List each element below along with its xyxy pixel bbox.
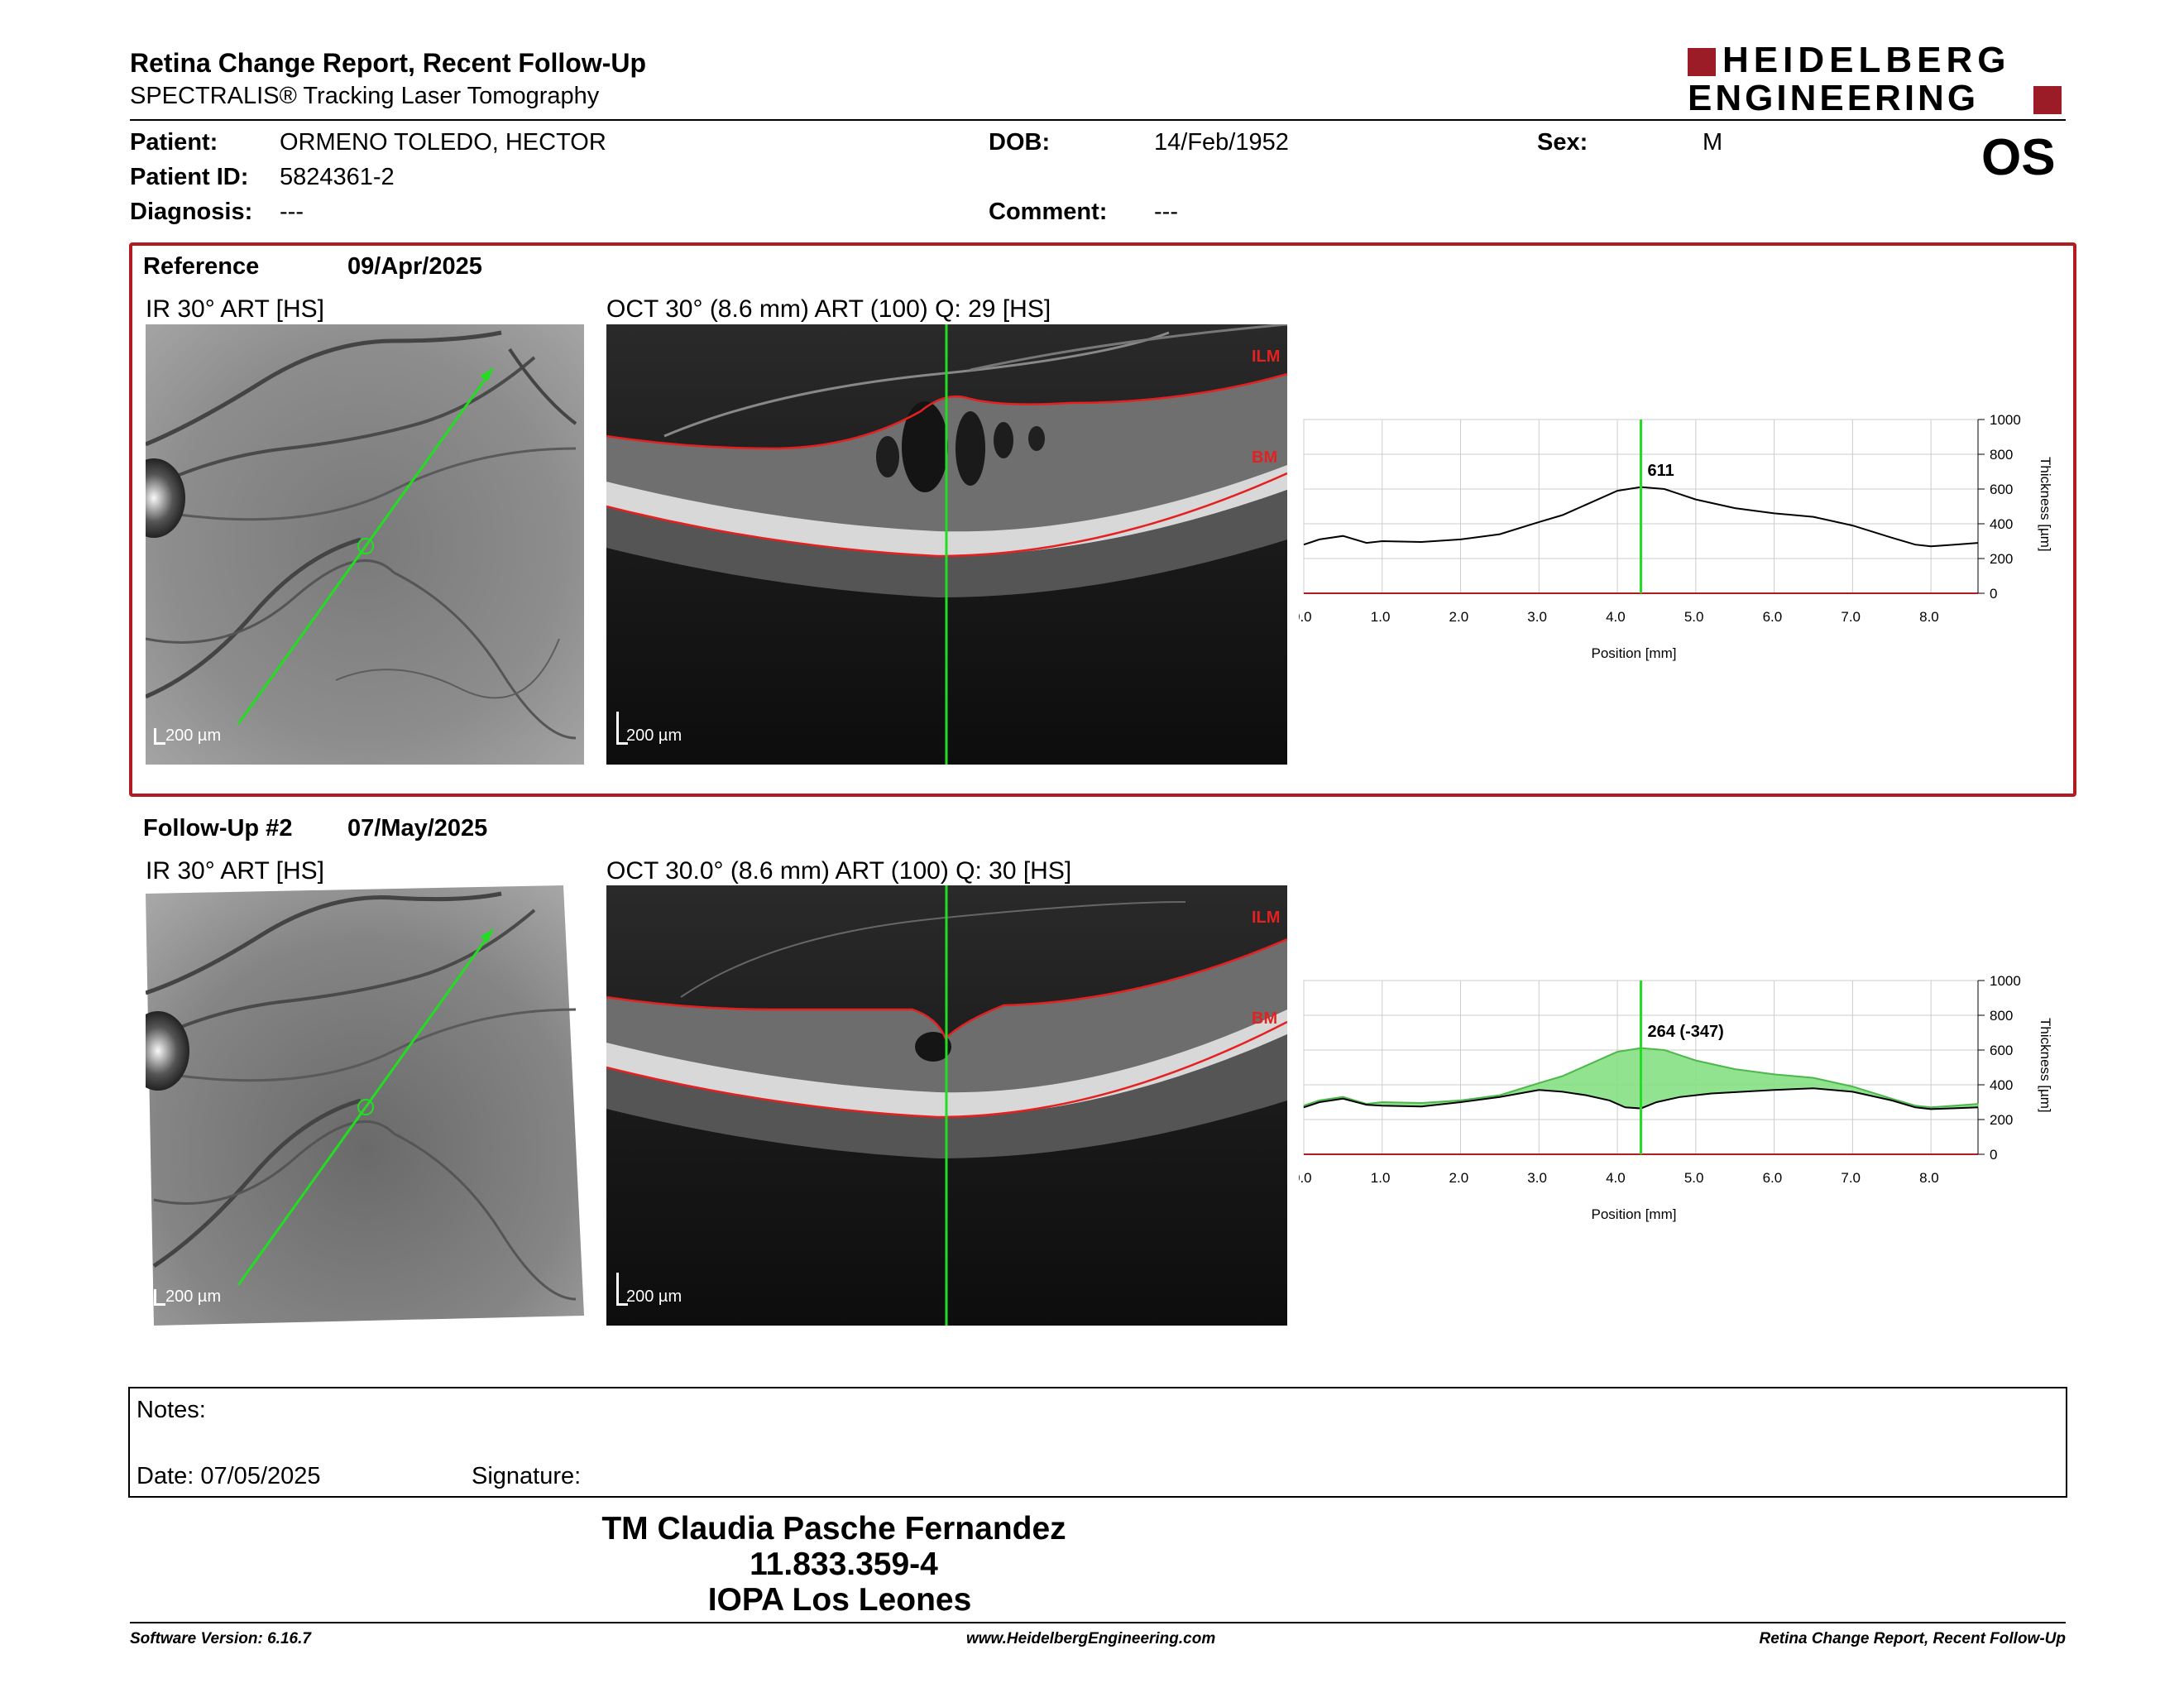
followup-thickness-chart: 0.0 1.0 2.0 3.0 4.0 5.0 6.0 7.0 8.0 0 200 400 600 800… (1299, 973, 2053, 1222)
followup-date: 07/May/2025 (347, 815, 488, 842)
followup-bm-label: BM (1252, 1009, 1278, 1028)
reference-ir-caption: IR 30° ART [HS] (146, 295, 324, 323)
x-tick-label: 2.0 (1449, 1170, 1469, 1186)
eye-label: OS (1981, 129, 2056, 186)
sex-label: Sex: (1537, 129, 1588, 156)
followup-ir-image: 200 µm (146, 885, 584, 1326)
reference-panel (129, 242, 2076, 797)
x-tick-label: 7.0 (1841, 1170, 1861, 1186)
logo-square-bottom (2033, 86, 2062, 114)
reference-ir-scale: 200 µm (165, 727, 222, 745)
y-tick-label: 1000 (1990, 412, 2021, 428)
patient-id-label: Patient ID: (130, 164, 249, 190)
y-tick-label: 600 (1990, 482, 2013, 497)
y-tick-label: 0 (1990, 586, 1997, 602)
logo-square-top (1688, 48, 1716, 76)
diagnosis-value: --- (280, 199, 304, 225)
dob-value: 14/Feb/1952 (1154, 129, 1289, 156)
x-tick-label: 8.0 (1919, 1170, 1939, 1186)
followup-ir-scale: 200 µm (165, 1288, 222, 1306)
y-tick-label: 800 (1990, 447, 2013, 463)
y-tick-label: 400 (1990, 1077, 2013, 1093)
footer-report: Retina Change Report, Recent Follow-Up (1759, 1630, 2066, 1647)
marker-value-label: 611 (1648, 462, 1674, 480)
sex-value: M (1703, 129, 1723, 156)
x-tick-label: 0.0 (1299, 1170, 1312, 1186)
notes-label: Notes: (136, 1397, 206, 1423)
y-tick-label: 600 (1990, 1043, 2013, 1058)
followup-label: Follow-Up #2 (143, 815, 293, 842)
x-tick-label: 4.0 (1606, 609, 1626, 625)
reference-ilm-label: ILM (1252, 348, 1281, 366)
x-tick-label: 3.0 (1527, 609, 1547, 625)
signature-clinic: IOPA Los Leones (707, 1582, 972, 1618)
marker-value-label: 264 (-347) (1648, 1023, 1724, 1041)
signature-name: TM Claudia Pasche Fernandez (601, 1511, 1066, 1547)
signature-rut: 11.833.359-4 (750, 1547, 938, 1582)
y-tick-label: 0 (1990, 1147, 1997, 1163)
dob-label: DOB: (989, 129, 1051, 156)
thickness-line (1303, 1047, 1979, 1109)
followup-oct-scale: 200 µm (626, 1288, 682, 1306)
y-tick-label: 200 (1990, 551, 2013, 567)
x-tick-label: 5.0 (1684, 1170, 1704, 1186)
x-tick-label: 6.0 (1763, 609, 1783, 625)
x-tick-label: 1.0 (1371, 609, 1391, 625)
y-axis-label: Thickness [µm] (2038, 1018, 2053, 1113)
x-tick-label: 1.0 (1371, 1170, 1391, 1186)
reference-ir-image: 200 µm (146, 324, 584, 765)
thickness-line (1303, 1087, 1979, 1110)
reference-oct-image: ILM BM 200 µm (606, 324, 1287, 765)
x-tick-label: 4.0 (1606, 1170, 1626, 1186)
comment-value: --- (1154, 199, 1178, 225)
y-tick-label: 400 (1990, 516, 2013, 532)
heidelberg-logo: HEIDELBERG ENGINEERING (1688, 42, 2068, 120)
followup-ir-caption: IR 30° ART [HS] (146, 857, 324, 885)
patient-id: 5824361-2 (280, 164, 395, 190)
patient-name: ORMENO TOLEDO, HECTOR (280, 129, 606, 156)
x-tick-label: 7.0 (1841, 609, 1861, 625)
reference-date: 09/Apr/2025 (347, 253, 482, 280)
reference-label: Reference (143, 253, 260, 280)
followup-ilm-label: ILM (1252, 909, 1281, 927)
y-tick-label: 1000 (1990, 973, 2021, 989)
followup-oct-image: ILM BM 200 µm (606, 885, 1287, 1326)
x-tick-label: 3.0 (1527, 1170, 1547, 1186)
x-tick-label: 6.0 (1763, 1170, 1783, 1186)
x-tick-label: 8.0 (1919, 609, 1939, 625)
thickness-line (1303, 486, 1979, 548)
notes-date: Date: 07/05/2025 (136, 1463, 321, 1489)
signature-label: Signature: (472, 1463, 582, 1489)
reference-oct-caption: OCT 30° (8.6 mm) ART (100) Q: 29 [HS] (606, 295, 1051, 323)
patient-label: Patient: (130, 129, 218, 156)
x-tick-label: 5.0 (1684, 609, 1704, 625)
footer-website[interactable]: www.HeidelbergEngineering.com (966, 1630, 1216, 1647)
y-axis-label: Thickness [µm] (2038, 457, 2053, 552)
x-axis-label: Position [mm] (1592, 1206, 1677, 1222)
comment-label: Comment: (989, 199, 1108, 225)
y-tick-label: 800 (1990, 1008, 2013, 1024)
logo-line2: ENGINEERING (1688, 78, 1980, 118)
report-subtitle: SPECTRALIS® Tracking Laser Tomography (130, 83, 600, 109)
report-title: Retina Change Report, Recent Follow-Up (130, 48, 647, 78)
y-tick-label: 200 (1990, 1112, 2013, 1128)
x-tick-label: 0.0 (1299, 609, 1312, 625)
footer-version: Software Version: 6.16.7 (130, 1630, 311, 1647)
logo-line1: HEIDELBERG (1722, 40, 2011, 80)
notes-box: Notes: Date: 07/05/2025 Signature: (128, 1387, 2067, 1498)
reference-oct-scale: 200 µm (626, 727, 682, 745)
reference-bm-label: BM (1252, 448, 1278, 467)
reference-thickness-chart: 0.0 1.0 2.0 3.0 4.0 5.0 6.0 7.0 8.0 0 200 400 600 800… (1299, 412, 2053, 661)
followup-oct-caption: OCT 30.0° (8.6 mm) ART (100) Q: 30 [HS] (606, 857, 1072, 885)
x-tick-label: 2.0 (1449, 609, 1469, 625)
x-axis-label: Position [mm] (1592, 645, 1677, 661)
diagnosis-label: Diagnosis: (130, 199, 253, 225)
